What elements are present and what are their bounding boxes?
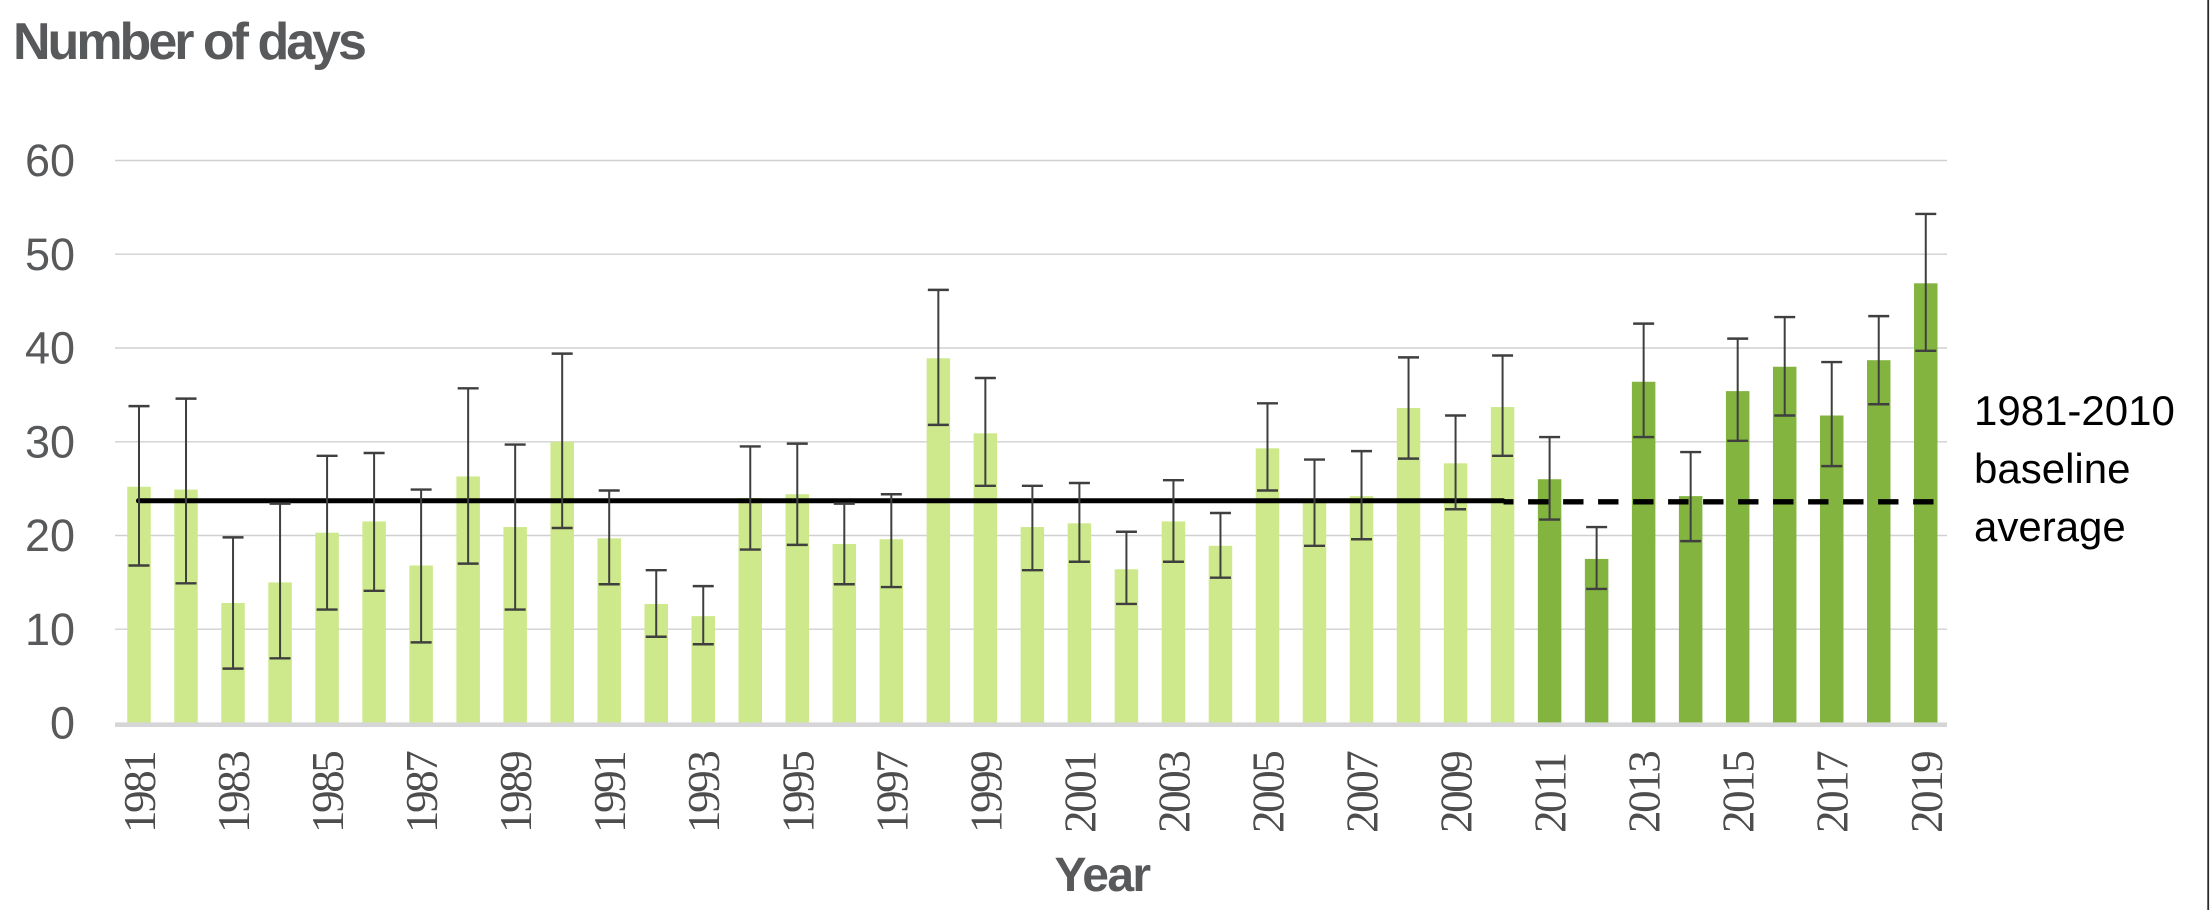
svg-text:2001: 2001 [1055,753,1105,833]
svg-text:2009: 2009 [1432,752,1482,833]
svg-text:2019: 2019 [1902,752,1952,833]
svg-text:2015: 2015 [1714,752,1764,833]
svg-text:2017: 2017 [1808,751,1858,833]
svg-text:Year: Year [1054,849,1150,902]
svg-text:average: average [1974,503,2126,550]
svg-text:1997: 1997 [867,751,917,833]
svg-text:1983: 1983 [209,752,259,833]
svg-text:2003: 2003 [1149,752,1199,833]
svg-text:20: 20 [25,510,75,561]
svg-text:60: 60 [25,135,75,186]
svg-text:2005: 2005 [1244,752,1294,833]
svg-text:1989: 1989 [491,752,541,833]
svg-text:2013: 2013 [1620,752,1670,833]
svg-text:1981: 1981 [115,753,165,833]
svg-text:1995: 1995 [773,752,823,833]
svg-text:30: 30 [25,416,75,467]
svg-text:1999: 1999 [961,752,1011,833]
svg-text:0: 0 [50,698,75,749]
svg-text:1987: 1987 [397,751,447,833]
svg-text:1985: 1985 [303,752,353,833]
svg-text:1991: 1991 [585,753,635,833]
svg-text:50: 50 [25,229,75,280]
svg-text:Number of days: Number of days [13,13,365,71]
svg-text:10: 10 [25,604,75,655]
svg-text:2011: 2011 [1526,754,1576,833]
svg-text:1981-2010: 1981-2010 [1974,387,2175,434]
svg-text:baseline: baseline [1974,445,2130,492]
svg-text:2007: 2007 [1338,751,1388,833]
svg-text:40: 40 [25,323,75,374]
svg-text:1993: 1993 [679,752,729,833]
